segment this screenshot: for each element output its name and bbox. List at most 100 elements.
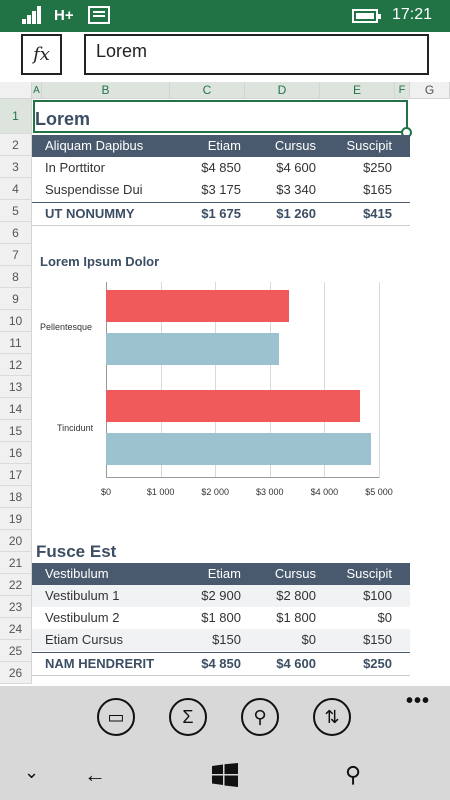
x-tick-label: $2 000	[201, 487, 229, 497]
x-tick-label: $1 000	[146, 487, 175, 497]
row-header-8[interactable]: 8	[0, 266, 32, 288]
row-header-26[interactable]: 26	[0, 662, 32, 684]
row-header-6[interactable]: 6	[0, 222, 32, 244]
table1-cell[interactable]: $250	[363, 160, 392, 175]
column-header-b[interactable]: B	[42, 82, 170, 99]
table1-header-name[interactable]: Aliquam Dapibus	[45, 138, 144, 153]
table2-cell[interactable]: Etiam Cursus	[45, 632, 124, 647]
table2-cell[interactable]: $150	[363, 632, 392, 647]
row-header-11[interactable]: 11	[0, 332, 32, 354]
comment-icon[interactable]: ▭	[97, 698, 135, 736]
table1-title[interactable]: Lorem	[35, 109, 91, 129]
column-header-c[interactable]: C	[170, 82, 245, 99]
row-header-19[interactable]: 19	[0, 508, 32, 530]
table1-cell[interactable]: $4 600	[276, 160, 316, 175]
table1-total-cell[interactable]: UT NONUMMY	[45, 206, 135, 221]
table1-header-cursus[interactable]: Cursus	[274, 138, 316, 153]
table1-cell[interactable]: $3 340	[276, 182, 316, 197]
category-label: Tincidunt	[57, 423, 94, 433]
chevron-down-icon[interactable]: ⌄	[24, 762, 40, 782]
row-header-20[interactable]: 20	[0, 530, 32, 552]
x-axis	[106, 477, 379, 478]
chart-gridline	[379, 282, 380, 478]
spreadsheet-grid[interactable]: A B C D E F G 1 2 3 4 5 6 7 8 9 10 11 12…	[0, 82, 450, 686]
table2-header-name[interactable]: Vestibulum	[45, 566, 109, 581]
table2-cell[interactable]: Vestibulum 1	[45, 588, 120, 603]
table2-bottom-divider	[32, 675, 410, 676]
message-icon	[88, 6, 110, 24]
column-header-f[interactable]: F	[395, 82, 410, 99]
table2-cell[interactable]: $1 800	[201, 610, 241, 625]
row-header-1[interactable]: 1	[0, 99, 32, 134]
row-header-5[interactable]: 5	[0, 200, 32, 222]
chart-title[interactable]: Lorem Ipsum Dolor	[40, 254, 160, 269]
sort-icon[interactable]: ⇅	[313, 698, 351, 736]
row-header-17[interactable]: 17	[0, 464, 32, 486]
table2-cell[interactable]: Vestibulum 2	[45, 610, 120, 625]
x-tick-label: $5 000	[365, 487, 393, 497]
select-all-corner[interactable]	[0, 82, 32, 99]
table2-cell[interactable]: $1 800	[276, 610, 316, 625]
search-icon[interactable]: ⚲	[345, 762, 362, 787]
row-header-7[interactable]: 7	[0, 244, 32, 266]
table1-cell[interactable]: $3 175	[201, 182, 241, 197]
table1-cell[interactable]: Suspendisse Dui	[45, 182, 143, 197]
table1-header-suscipit[interactable]: Suscipit	[346, 138, 392, 153]
chart-gridline	[269, 282, 271, 478]
chart-bar[interactable]	[106, 290, 289, 322]
chart-bar[interactable]	[106, 433, 371, 465]
search-icon[interactable]: ⚲	[241, 698, 279, 736]
table1-cell[interactable]: $165	[363, 182, 392, 197]
row-header-12[interactable]: 12	[0, 354, 32, 376]
table2-header-cursus[interactable]: Cursus	[274, 566, 316, 581]
chart-bar[interactable]	[106, 390, 360, 422]
selected-cell-range	[33, 100, 408, 133]
table2-cell[interactable]: $0	[301, 632, 316, 647]
table1-total-cell[interactable]: $1 260	[276, 206, 316, 221]
table2-total-cell[interactable]: $250	[363, 656, 392, 671]
table2-total-cell[interactable]: NAM HENDRERIT	[45, 656, 155, 671]
table1-header-etiam[interactable]: Etiam	[207, 138, 241, 153]
fx-button[interactable]: fx	[21, 34, 62, 75]
table2-cell[interactable]: $100	[363, 588, 392, 603]
row-header-21[interactable]: 21	[0, 552, 32, 574]
row-header-18[interactable]: 18	[0, 486, 32, 508]
column-header-e[interactable]: E	[320, 82, 395, 99]
column-header-g[interactable]: G	[410, 82, 450, 99]
row-header-24[interactable]: 24	[0, 618, 32, 640]
table2-cell[interactable]: $2 900	[201, 588, 241, 603]
row-header-4[interactable]: 4	[0, 178, 32, 200]
chart-bar[interactable]	[106, 333, 280, 365]
sum-icon[interactable]: Σ	[169, 698, 207, 736]
row-header-23[interactable]: 23	[0, 596, 32, 618]
back-icon[interactable]: ←	[84, 762, 106, 787]
table2-cell[interactable]: $2 800	[276, 588, 316, 603]
row-header-13[interactable]: 13	[0, 376, 32, 398]
row-header-22[interactable]: 22	[0, 574, 32, 596]
row-header-15[interactable]: 15	[0, 420, 32, 442]
table1-cell[interactable]: In Porttitor	[45, 160, 105, 175]
table2-cell[interactable]: $0	[377, 610, 392, 625]
row-header-9[interactable]: 9	[0, 288, 32, 310]
formula-input[interactable]: Lorem	[84, 34, 429, 75]
table2-header-suscipit[interactable]: Suscipit	[346, 566, 392, 581]
row-header-2[interactable]: 2	[0, 134, 32, 156]
row-header-3[interactable]: 3	[0, 156, 32, 178]
table2-cell[interactable]: $150	[212, 632, 241, 647]
column-header-d[interactable]: D	[245, 82, 320, 99]
row-header-25[interactable]: 25	[0, 640, 32, 662]
more-options-icon[interactable]: •••	[405, 690, 430, 712]
table2-title[interactable]: Fusce Est	[36, 542, 117, 561]
category-label: Pellentesque	[40, 322, 93, 332]
row-header-14[interactable]: 14	[0, 398, 32, 420]
table1-cell[interactable]: $4 850	[201, 160, 241, 175]
column-header-a[interactable]: A	[32, 82, 42, 99]
table2-total-cell[interactable]: $4 600	[276, 656, 316, 671]
table1-total-cell[interactable]: $415	[363, 206, 392, 221]
table2-total-cell[interactable]: $4 850	[201, 656, 241, 671]
table2-header-etiam[interactable]: Etiam	[207, 566, 241, 581]
row-header-10[interactable]: 10	[0, 310, 32, 332]
table1-total-cell[interactable]: $1 675	[201, 206, 241, 221]
row-header-16[interactable]: 16	[0, 442, 32, 464]
windows-logo-icon[interactable]	[212, 763, 238, 787]
